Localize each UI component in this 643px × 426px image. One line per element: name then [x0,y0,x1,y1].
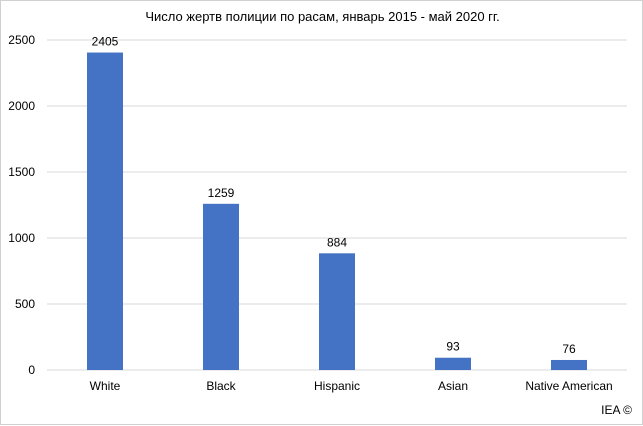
chart-title: Число жертв полиции по расам, январь 201… [145,9,500,24]
x-category-label: Black [206,379,236,393]
bar-black [203,203,239,370]
data-label: 2405 [92,35,119,49]
x-category-label: Asian [438,379,468,393]
bar-hispanic [319,253,355,370]
y-tick-label: 500 [15,297,35,311]
watermark: IEA © [601,403,632,417]
x-category-label: Native American [525,379,612,393]
data-label: 93 [446,340,460,354]
data-labels: 2405 1259 884 93 76 [92,35,576,356]
x-axis-ticks: White Black Hispanic Asian Native American [90,379,613,393]
x-category-label: White [90,379,121,393]
bar-native-american [551,359,587,370]
data-label: 884 [327,235,347,249]
x-category-label: Hispanic [314,379,360,393]
data-label: 1259 [208,186,235,200]
y-tick-label: 0 [28,363,35,377]
bars [87,52,587,370]
y-tick-label: 1500 [8,165,35,179]
y-tick-label: 2500 [8,33,35,47]
bar-asian [435,357,471,370]
bar-white [87,52,123,370]
y-axis-ticks: 0 500 1000 1500 2000 2500 [8,33,35,377]
y-tick-label: 1000 [8,231,35,245]
y-tick-label: 2000 [8,99,35,113]
data-label: 76 [562,342,576,356]
